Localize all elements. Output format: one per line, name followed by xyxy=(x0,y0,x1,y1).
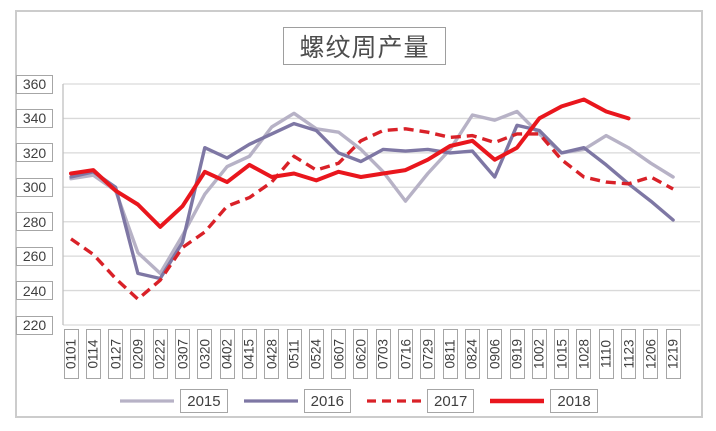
x-tick-label-1206: 1206 xyxy=(643,329,659,379)
x-tick-label-0716: 0716 xyxy=(398,329,413,379)
x-tick-label-1123: 1123 xyxy=(621,329,636,379)
x-tick-label-0428: 0428 xyxy=(264,329,280,379)
series-line-2016 xyxy=(69,121,675,281)
x-tick-label-0906: 0906 xyxy=(487,329,503,379)
x-tick-label-0607: 0607 xyxy=(331,329,347,379)
y-tick-label-360: 360 xyxy=(16,74,53,94)
x-tick-label-0620: 0620 xyxy=(353,329,369,379)
legend-item-2015: 2015 xyxy=(118,389,228,413)
y-tick-label-240: 240 xyxy=(16,281,53,301)
legend-label-2015: 2015 xyxy=(180,389,228,413)
x-tick-label-0114: 0114 xyxy=(85,329,101,379)
y-tick-label-280: 280 xyxy=(16,212,53,232)
x-tick-label-1219: 1219 xyxy=(665,329,681,379)
x-tick-label-1028: 1028 xyxy=(576,329,592,379)
x-tick-label-0320: 0320 xyxy=(197,329,213,379)
x-tick-label-0209: 0209 xyxy=(130,329,146,379)
x-tick-label-0511: 0511 xyxy=(286,329,302,379)
chart-title: 螺纹周产量 xyxy=(283,27,446,65)
series-line-2018 xyxy=(69,97,631,229)
x-tick-label-0307: 0307 xyxy=(175,329,190,379)
legend-item-2016: 2016 xyxy=(242,389,351,413)
x-tick-label-0824: 0824 xyxy=(464,329,480,379)
x-tick-label-1002: 1002 xyxy=(531,329,547,379)
legend-label-2017: 2017 xyxy=(427,389,475,413)
x-tick-label-0811: 0811 xyxy=(442,329,458,379)
x-tick-label-0402: 0402 xyxy=(219,329,235,379)
x-tick-label-1110: 1110 xyxy=(598,329,614,379)
y-tick-label-340: 340 xyxy=(16,108,53,128)
legend: 2015 2016 2017 2018 xyxy=(0,389,716,413)
x-tick-label-0415: 0415 xyxy=(241,329,257,379)
x-tick-label-0222: 0222 xyxy=(152,329,168,379)
legend-item-2017: 2017 xyxy=(365,389,475,413)
x-tick-label-0524: 0524 xyxy=(308,329,324,379)
y-tick-label-220: 220 xyxy=(16,315,53,335)
y-tick-label-260: 260 xyxy=(16,246,53,266)
x-tick-label-0729: 0729 xyxy=(420,329,436,379)
x-tick-label-0127: 0127 xyxy=(108,329,124,379)
x-tick-label-0101: 0101 xyxy=(63,329,79,379)
series-line-2015 xyxy=(69,109,675,276)
y-tick-label-320: 320 xyxy=(16,143,53,163)
y-tick-label-300: 300 xyxy=(16,177,53,197)
x-tick-label-0919: 0919 xyxy=(509,329,525,379)
x-tick-label-0703: 0703 xyxy=(375,329,391,379)
legend-item-2018: 2018 xyxy=(488,389,598,413)
legend-label-2016: 2016 xyxy=(303,389,351,413)
x-tick-label-1015: 1015 xyxy=(554,329,570,379)
legend-label-2018: 2018 xyxy=(550,389,598,413)
